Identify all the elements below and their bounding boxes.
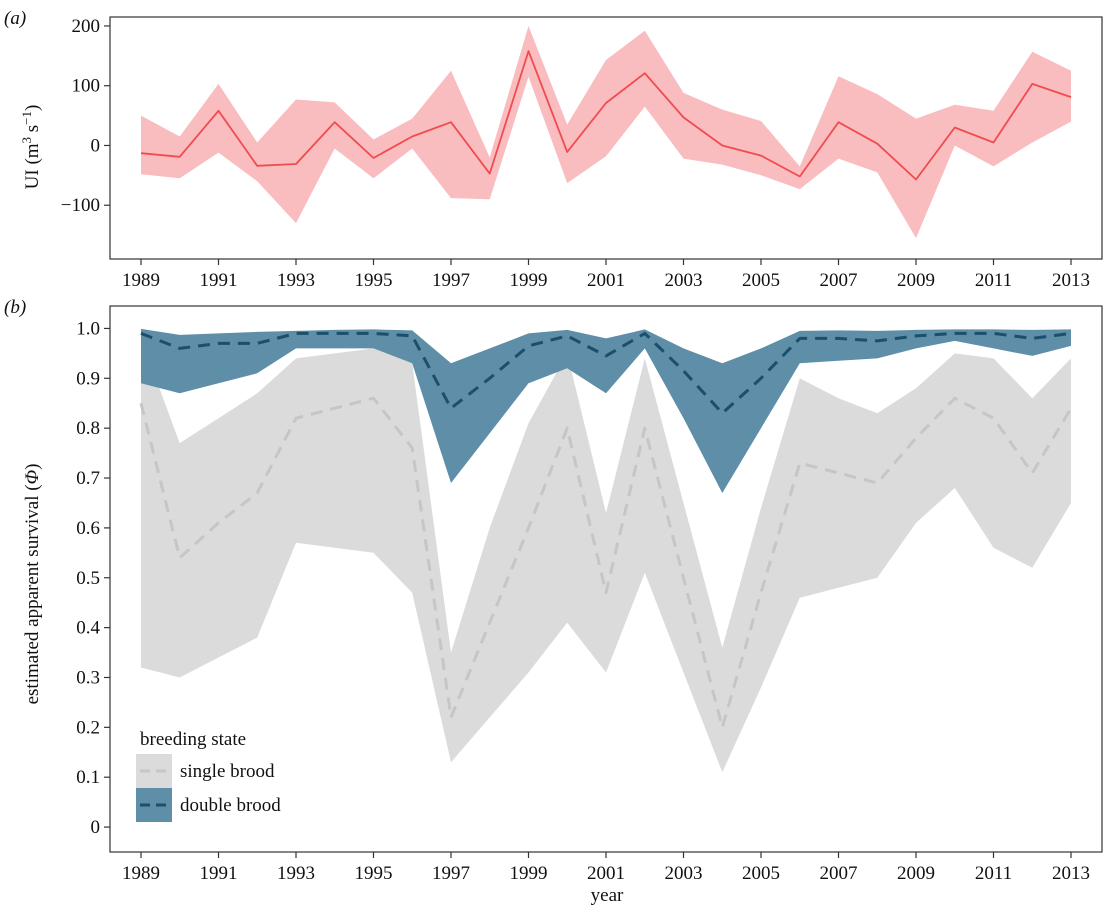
panel-b-band-double-brood <box>141 328 1071 493</box>
panel-a-ytick-label: 100 <box>72 76 101 97</box>
panel-b-xtick-label: 1995 <box>355 863 393 884</box>
panel-a-xtick-label: 2001 <box>587 270 625 291</box>
panel-b-plot-area: 0 0.1 0.2 0.3 0.4 0.5 0.6 0.7 0.8 0.9 1.0 1989 1991 1… <box>76 305 1103 884</box>
panel-a-ylabel-end: ) <box>22 105 43 111</box>
legend-title: breeding state <box>140 729 246 750</box>
panel-b-xtick-label: 2001 <box>587 863 625 884</box>
legend-items: single brood double brood <box>136 754 281 822</box>
panel-a-xtick-label: 1993 <box>277 270 315 291</box>
panel-a-y-axis-title: UI (m3 s−1) <box>19 105 44 190</box>
panel-b-ytick-label: 0.4 <box>76 618 100 639</box>
panel-a-xtick-label: 2007 <box>820 270 858 291</box>
panel-a-ylabel-mid: s <box>22 125 43 137</box>
panel-b-xtick-label: 1989 <box>122 863 160 884</box>
panel-a-ytick-label: −100 <box>61 195 100 216</box>
panel-b-xtick-label: 1991 <box>200 863 238 884</box>
panel-b-xtick-label: 2013 <box>1052 863 1090 884</box>
panel-a-plot-area: −100 0 100 200 1989 1991 1993 1995 1997 1999 2001 2… <box>61 16 1103 291</box>
panel-b-ytick-label: 0.9 <box>76 368 100 389</box>
panel-b-xtick-label: 2003 <box>665 863 703 884</box>
panel-a-line-series-0 <box>140 50 1072 181</box>
panel-b-line-single-brood <box>139 396 1073 729</box>
panel-b-ytick-label: 0.7 <box>76 468 100 489</box>
panel-b-xtick-label: 1999 <box>510 863 548 884</box>
panel-b-label: (b) <box>4 297 26 318</box>
panel-a-label: (a) <box>4 8 26 29</box>
panel-b-xtick-label: 2007 <box>820 863 858 884</box>
panel-b-ytick-label: 0.1 <box>76 767 100 788</box>
panel-b-xtick-label: 1993 <box>277 863 315 884</box>
panel-a-ytick-label: 0 <box>91 135 101 156</box>
panel-b-ytick-label: 1.0 <box>76 318 100 339</box>
panel-a-xtick-label: 1989 <box>122 270 160 291</box>
panel-a-xtick-label: 2009 <box>897 270 935 291</box>
panel-b-ytick-label: 0.6 <box>76 518 100 539</box>
panel-b-ytick-label: 0 <box>91 817 101 838</box>
panel-b-xtick-label: 2009 <box>897 863 935 884</box>
panel-b-ytick-label: 0.5 <box>76 568 100 589</box>
panel-b-line-double-brood <box>140 331 1072 415</box>
panel-a-ytick-label: 200 <box>72 16 101 37</box>
panel-a-xtick-label: 2011 <box>975 270 1012 291</box>
panel-a-xtick-label: 1991 <box>200 270 238 291</box>
panel-b-xtick-label: 2011 <box>975 863 1012 884</box>
panel-b-x-axis-title: year <box>591 885 624 906</box>
panel-b-ytick-label: 0.8 <box>76 418 100 439</box>
panel-b-ytick-label: 0.3 <box>76 667 100 688</box>
panel-b: 0 0.1 0.2 0.3 0.4 0.5 0.6 0.7 0.8 0.9 1.0 1989 1991 1… <box>4 297 1103 906</box>
panel-a-xtick-label: 2005 <box>742 270 780 291</box>
panel-a-xtick-label: 1999 <box>510 270 548 291</box>
panel-b-y-axis-title: estimated apparent survival (Φ) <box>22 464 43 705</box>
panel-b-band-single-brood <box>141 338 1071 773</box>
panel-a-xtick-label: 2013 <box>1052 270 1090 291</box>
panel-a: −100 0 100 200 1989 1991 1993 1995 1997 1999 2001 2… <box>4 8 1103 291</box>
panel-b-xtick-label: 2005 <box>742 863 780 884</box>
panel-b-ylabel-end: ) <box>22 464 43 470</box>
panel-a-ylabel-sup2: −1 <box>19 111 34 125</box>
panel-b-ylabel-phi: Φ <box>22 470 43 484</box>
panel-a-ylabel-main: UI (m <box>22 143 43 189</box>
legend-label-single-brood: single brood <box>180 761 275 782</box>
panel-a-xtick-label: 1995 <box>355 270 393 291</box>
panel-a-band-series-0 <box>141 26 1071 239</box>
panel-a-xtick-label: 1997 <box>432 270 470 291</box>
panel-b-ytick-label: 0.2 <box>76 717 100 738</box>
legend: breeding state single brood double brood <box>136 729 281 822</box>
panel-a-ylabel-sup1: 3 <box>19 137 34 144</box>
panel-a-xtick-label: 2003 <box>665 270 703 291</box>
panel-b-ylabel-main: estimated apparent survival ( <box>22 484 43 704</box>
legend-label-double-brood: double brood <box>180 795 281 816</box>
panel-b-xtick-label: 1997 <box>432 863 470 884</box>
